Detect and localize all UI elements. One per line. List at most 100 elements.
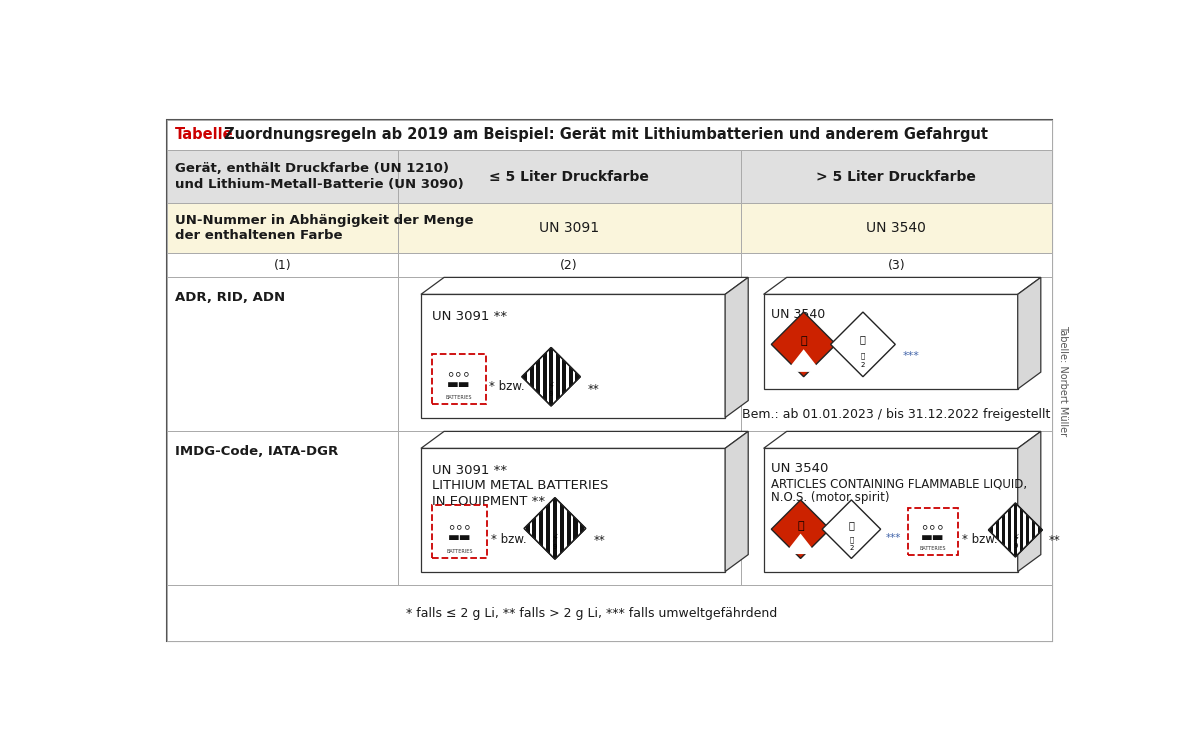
Polygon shape: [1032, 503, 1036, 557]
Polygon shape: [533, 498, 536, 560]
Text: ⚡: ⚡: [1012, 533, 1019, 543]
Text: 🐟: 🐟: [850, 536, 853, 543]
Text: ▬▬: ▬▬: [920, 531, 944, 544]
Polygon shape: [522, 348, 581, 406]
Polygon shape: [989, 503, 1043, 557]
Polygon shape: [556, 348, 559, 406]
Polygon shape: [1008, 503, 1012, 557]
Text: der enthaltenen Farbe: der enthaltenen Farbe: [174, 229, 342, 242]
Text: ▬▬: ▬▬: [448, 531, 472, 544]
Polygon shape: [524, 498, 586, 560]
Text: **: **: [594, 534, 605, 548]
Polygon shape: [1018, 278, 1040, 389]
Polygon shape: [432, 354, 486, 404]
Polygon shape: [522, 348, 581, 406]
Polygon shape: [989, 503, 1043, 557]
Polygon shape: [522, 348, 581, 406]
Polygon shape: [569, 348, 572, 406]
Polygon shape: [432, 505, 487, 558]
Text: * bzw.: * bzw.: [490, 380, 526, 393]
Polygon shape: [575, 348, 580, 406]
Text: 🐟: 🐟: [860, 352, 865, 359]
Text: * bzw.: * bzw.: [491, 533, 527, 546]
Text: ▬▬: ▬▬: [446, 378, 470, 392]
Polygon shape: [763, 295, 1018, 389]
Polygon shape: [559, 498, 564, 560]
Text: 🔥: 🔥: [797, 521, 804, 531]
Text: Zuordnungsregeln ab 2019 am Beispiel: Gerät mit Lithiumbatterien und anderem Gef: Zuordnungsregeln ab 2019 am Beispiel: Ge…: [220, 128, 989, 142]
Polygon shape: [989, 503, 1043, 557]
Polygon shape: [167, 120, 1052, 641]
Polygon shape: [523, 348, 527, 406]
Text: UN 3091 **: UN 3091 **: [432, 464, 506, 477]
Polygon shape: [562, 348, 566, 406]
Polygon shape: [989, 503, 1043, 557]
Polygon shape: [542, 348, 546, 406]
Polygon shape: [740, 150, 1052, 204]
Polygon shape: [581, 498, 584, 560]
Polygon shape: [996, 503, 1000, 557]
Polygon shape: [725, 431, 749, 571]
Polygon shape: [740, 253, 1052, 278]
Polygon shape: [522, 348, 581, 406]
Polygon shape: [524, 498, 586, 560]
Polygon shape: [550, 348, 553, 406]
Polygon shape: [167, 586, 1052, 641]
Polygon shape: [989, 503, 1043, 557]
Polygon shape: [907, 509, 958, 554]
Polygon shape: [167, 253, 398, 278]
Text: **: **: [1049, 534, 1061, 548]
Text: IN EQUIPMENT **: IN EQUIPMENT **: [432, 495, 545, 507]
Text: 3: 3: [798, 543, 804, 552]
Text: 2: 2: [860, 363, 865, 369]
Text: (1): (1): [274, 259, 292, 272]
Polygon shape: [421, 448, 725, 571]
Polygon shape: [421, 278, 749, 295]
Text: BATTERIES: BATTERIES: [446, 549, 473, 554]
Polygon shape: [421, 295, 725, 418]
Text: IMDG-Code, IATA-DGR: IMDG-Code, IATA-DGR: [174, 445, 338, 458]
Text: (2): (2): [560, 259, 578, 272]
Polygon shape: [522, 348, 581, 406]
Text: LITHIUM METAL BATTERIES: LITHIUM METAL BATTERIES: [432, 479, 608, 492]
Text: * bzw.: * bzw.: [961, 533, 997, 546]
Polygon shape: [990, 503, 994, 557]
Text: ***: ***: [902, 351, 920, 361]
Text: ⚪⚪⚪: ⚪⚪⚪: [448, 524, 472, 533]
Polygon shape: [763, 278, 1040, 295]
Text: **: **: [588, 383, 600, 396]
Text: BATTERIES: BATTERIES: [445, 395, 472, 400]
Text: * falls ≤ 2 g Li, ** falls > 2 g Li, *** falls umweltgefährdend: * falls ≤ 2 g Li, ** falls > 2 g Li, ***…: [406, 606, 776, 620]
Polygon shape: [740, 431, 1052, 586]
Text: UN-Nummer in Abhängigkeit der Menge: UN-Nummer in Abhängigkeit der Menge: [174, 214, 473, 227]
Text: UN 3091 **: UN 3091 **: [432, 310, 506, 323]
Polygon shape: [740, 278, 1052, 431]
Text: UN 3540: UN 3540: [866, 221, 926, 235]
Text: > 5 Liter Druckfarbe: > 5 Liter Druckfarbe: [816, 169, 977, 184]
Text: N.O.S. (motor spirit): N.O.S. (motor spirit): [772, 492, 890, 504]
Text: UN 3540: UN 3540: [772, 463, 829, 475]
Polygon shape: [574, 498, 577, 560]
Text: und Lithium-Metall-Batterie (UN 3090): und Lithium-Metall-Batterie (UN 3090): [174, 178, 463, 191]
Polygon shape: [524, 498, 586, 560]
Polygon shape: [989, 503, 1043, 557]
Polygon shape: [524, 498, 586, 560]
Text: ***: ***: [886, 533, 901, 543]
Polygon shape: [167, 278, 398, 431]
Polygon shape: [763, 431, 1040, 448]
Text: ⚡: ⚡: [547, 380, 554, 390]
Polygon shape: [989, 503, 1043, 557]
Text: 🔥: 🔥: [800, 336, 806, 346]
Text: 9: 9: [553, 544, 557, 550]
Polygon shape: [536, 348, 540, 406]
Polygon shape: [785, 533, 817, 554]
Polygon shape: [989, 503, 1043, 557]
Polygon shape: [167, 150, 398, 204]
Polygon shape: [522, 348, 581, 406]
Text: 9: 9: [548, 392, 553, 398]
Polygon shape: [524, 498, 586, 560]
Text: ADR, RID, ADN: ADR, RID, ADN: [174, 291, 284, 304]
Polygon shape: [1002, 503, 1006, 557]
Polygon shape: [522, 348, 581, 406]
Polygon shape: [524, 498, 586, 560]
